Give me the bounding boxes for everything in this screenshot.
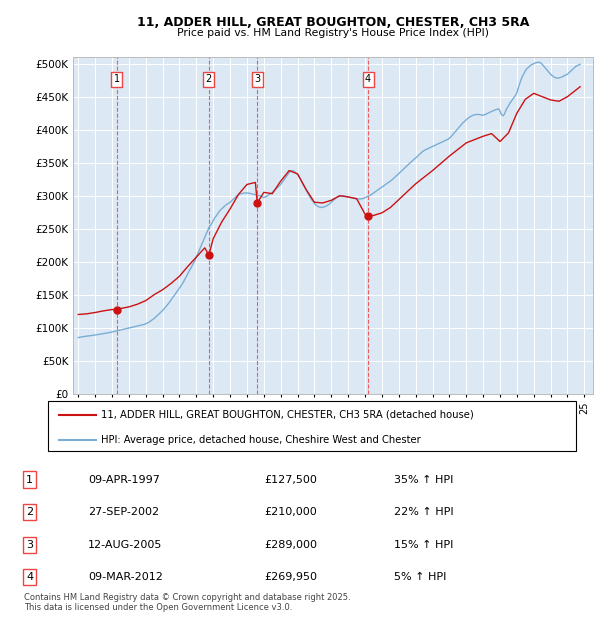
Text: HPI: Average price, detached house, Cheshire West and Chester: HPI: Average price, detached house, Ches…	[101, 435, 421, 445]
Text: 3: 3	[254, 74, 260, 84]
Text: 11, ADDER HILL, GREAT BOUGHTON, CHESTER, CH3 5RA: 11, ADDER HILL, GREAT BOUGHTON, CHESTER,…	[137, 16, 529, 29]
Text: £289,000: £289,000	[265, 539, 318, 550]
Text: 12-AUG-2005: 12-AUG-2005	[88, 539, 163, 550]
Text: 09-MAR-2012: 09-MAR-2012	[88, 572, 163, 582]
Text: £210,000: £210,000	[265, 507, 317, 517]
Text: 4: 4	[365, 74, 371, 84]
Text: 35% ↑ HPI: 35% ↑ HPI	[394, 474, 454, 485]
Text: 22% ↑ HPI: 22% ↑ HPI	[394, 507, 454, 517]
Text: 1: 1	[26, 474, 33, 485]
Text: 27-SEP-2002: 27-SEP-2002	[88, 507, 160, 517]
Text: Contains HM Land Registry data © Crown copyright and database right 2025.
This d: Contains HM Land Registry data © Crown c…	[24, 593, 350, 612]
Text: £269,950: £269,950	[265, 572, 318, 582]
Text: 5% ↑ HPI: 5% ↑ HPI	[394, 572, 446, 582]
Text: 2: 2	[26, 507, 33, 517]
Text: £127,500: £127,500	[265, 474, 317, 485]
Text: 11, ADDER HILL, GREAT BOUGHTON, CHESTER, CH3 5RA (detached house): 11, ADDER HILL, GREAT BOUGHTON, CHESTER,…	[101, 410, 473, 420]
Text: Price paid vs. HM Land Registry's House Price Index (HPI): Price paid vs. HM Land Registry's House …	[177, 28, 489, 38]
Text: 3: 3	[26, 539, 33, 550]
Text: 15% ↑ HPI: 15% ↑ HPI	[394, 539, 454, 550]
Text: 2: 2	[206, 74, 212, 84]
Text: 1: 1	[113, 74, 119, 84]
Text: 09-APR-1997: 09-APR-1997	[88, 474, 160, 485]
Text: 4: 4	[26, 572, 33, 582]
